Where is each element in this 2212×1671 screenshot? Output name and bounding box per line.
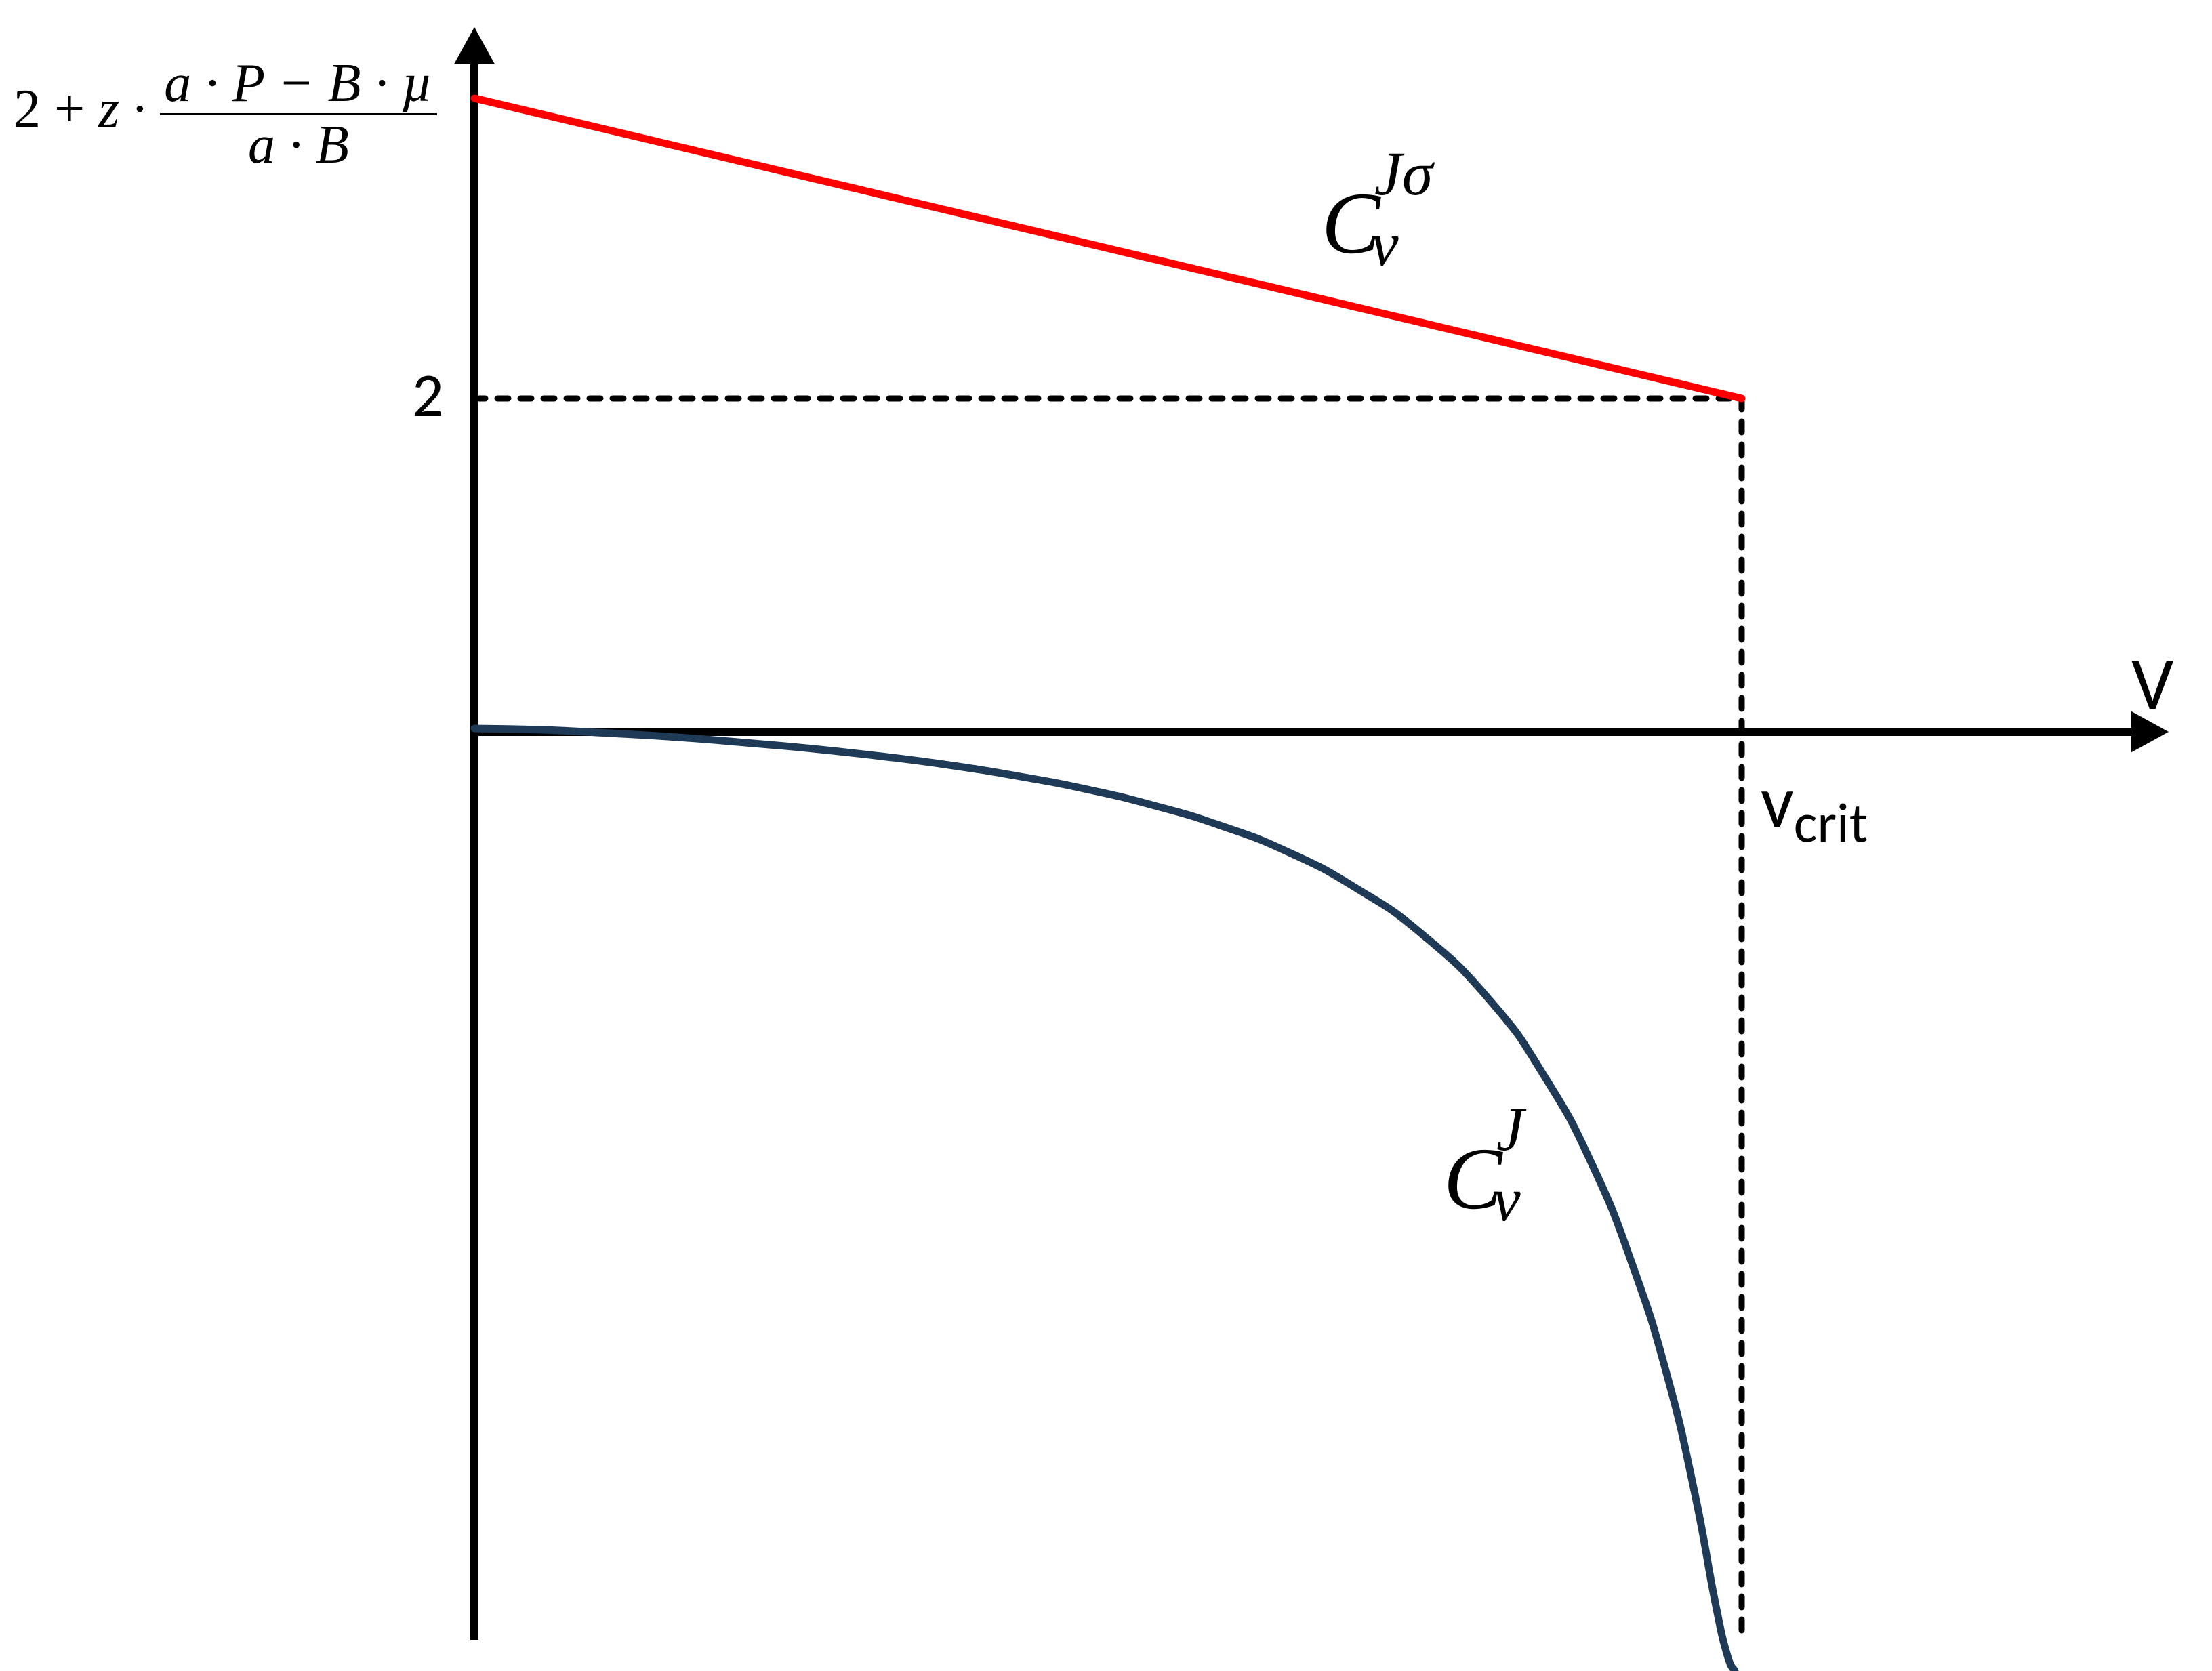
vcrit-sub: crit (1794, 790, 1868, 858)
cvjs-sup: Jσ (1374, 142, 1433, 205)
formula-fraction: a ∙ P − B ∙ µa ∙ B (160, 56, 436, 172)
y-axis-two-label: 2 (412, 364, 444, 426)
x-axis-label: V (2131, 646, 2173, 721)
chart-container: 2 + z ∙ a ∙ P − B ∙ µa ∙ B 2 V vcrit C J… (0, 0, 2212, 1671)
cvjs-sub: v (1371, 213, 1399, 275)
formula-denominator: a ∙ B (160, 113, 436, 172)
cvj-sub: v (1493, 1168, 1521, 1231)
series-cv-j-label: C J v (1443, 1135, 1502, 1223)
x-axis-vcrit-label: vcrit (1761, 766, 1868, 852)
chart-svg (0, 0, 2212, 1671)
y-axis-top-label: 2 + z ∙ a ∙ P − B ∙ µa ∙ B (14, 56, 437, 172)
cvj-sup: J (1496, 1098, 1524, 1160)
vcrit-base: v (1761, 758, 1794, 847)
series-cv-jsigma-label: C Jσ v (1322, 180, 1380, 268)
formula-z: z (98, 79, 119, 138)
formula-numerator: a ∙ P − B ∙ µ (160, 56, 436, 113)
formula-dot: ∙ (119, 79, 160, 138)
formula-prefix: 2 + (14, 79, 98, 138)
